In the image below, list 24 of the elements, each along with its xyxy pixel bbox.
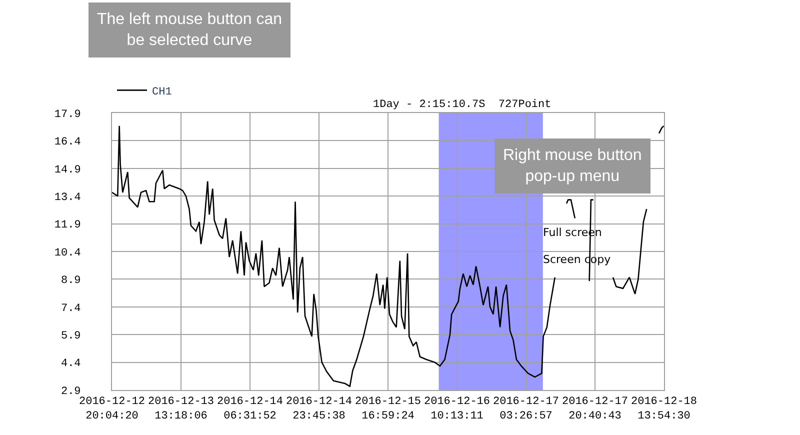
x-tick-label: 2016-12-18 13:54:30 [630, 396, 698, 422]
y-tick-label: 11.9 [54, 220, 81, 232]
x-tick-label: 2016-12-15 16:59:24 [354, 396, 422, 422]
y-tick-label: 16.4 [54, 136, 82, 149]
x-tick-label: 2016-12-14 06:31:52 [216, 396, 284, 422]
y-tick-label: 7.4 [60, 302, 82, 315]
y-tick-label: 2.9 [60, 386, 81, 398]
x-tick-label: 2016-12-16 10:13:11 [424, 396, 490, 422]
legend-label: CH1 [152, 86, 172, 98]
annotation: Right mouse button pop-up menu [503, 147, 642, 185]
y-tick-label: 14.9 [54, 164, 81, 176]
text: The left mouse button can be selected curve [97, 11, 282, 49]
x-tick-label: 2016-12-12 20:04:20 [78, 396, 146, 422]
y-tick-label: 17.9 [54, 108, 81, 121]
x-tick-label: 2016-12-17 03:26:57 [492, 396, 560, 422]
text: 1Day - 2:15:10.7S 727Point [373, 99, 552, 111]
y-tick-label: 4.4 [60, 358, 82, 370]
x-tick-label: 2016-12-14 23:45:38 [286, 396, 352, 422]
x-tick-label: 2016-12-17 20:40:43 [562, 396, 628, 422]
y-tick-label: 13.4 [54, 192, 82, 204]
y-tick-label: 8.9 [60, 275, 81, 288]
y-tick-label: 5.9 [60, 330, 81, 342]
y-tick-label: 10.4 [54, 247, 82, 260]
x-tick-label: 2016-12-13 13:18:06 [148, 396, 214, 422]
